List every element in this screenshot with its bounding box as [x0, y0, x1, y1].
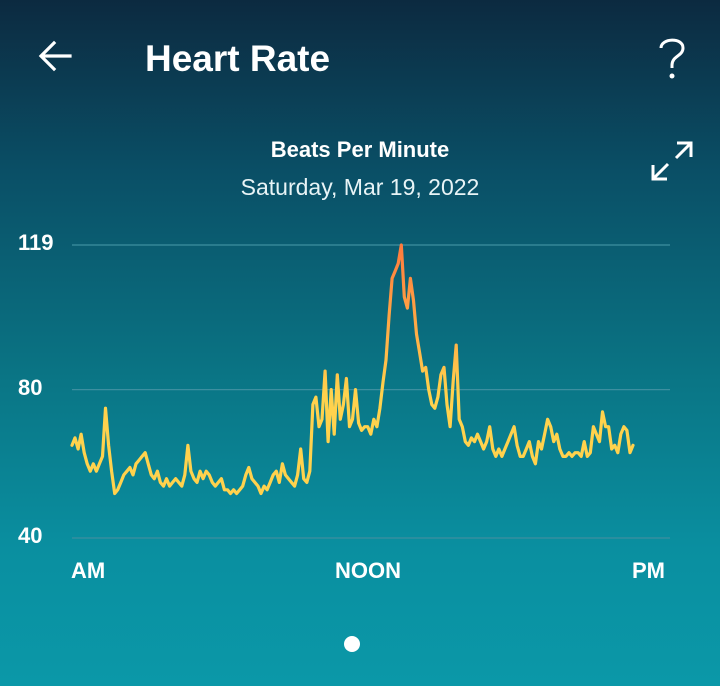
page-title: Heart Rate	[145, 38, 331, 79]
x-tick-label: PM	[632, 558, 665, 583]
x-tick-label: NOON	[335, 558, 401, 583]
y-tick-label: 40	[18, 523, 43, 548]
heart-rate-chart[interactable]	[0, 0, 720, 600]
expand-chart-button[interactable]	[648, 138, 696, 184]
y-tick-label: 80	[18, 375, 43, 400]
y-tick-label: 119	[18, 230, 54, 255]
top-app-bar: Heart Rate	[0, 0, 720, 120]
help-button[interactable]	[652, 34, 692, 82]
expand-icon	[651, 141, 693, 181]
question-mark-icon	[659, 38, 685, 79]
back-button[interactable]	[36, 36, 76, 76]
x-tick-label: AM	[71, 558, 106, 583]
heart-rate-series-line	[70, 243, 635, 496]
arrow-left-icon	[38, 40, 72, 72]
page-indicator-dot[interactable]	[344, 636, 360, 652]
chart-title: Beats Per Minute	[270, 137, 450, 162]
chart-subtitle: Saturday, Mar 19, 2022	[240, 174, 480, 200]
